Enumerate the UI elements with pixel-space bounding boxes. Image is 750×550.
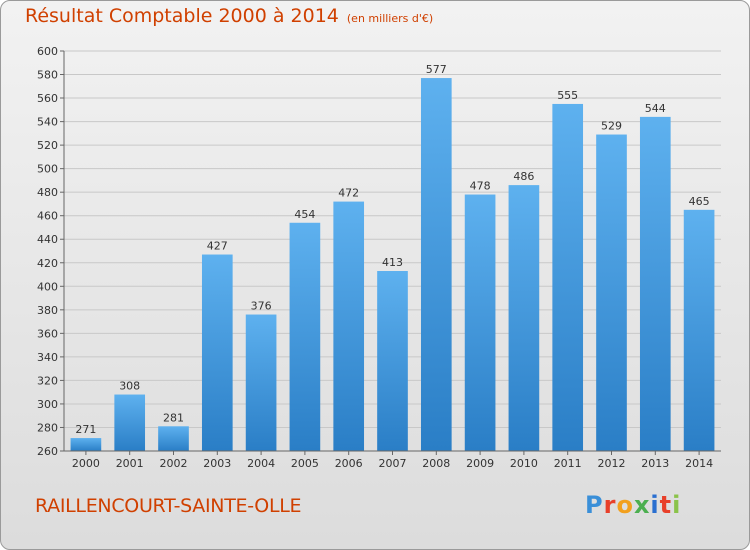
x-tick-label: 2006 <box>335 457 363 470</box>
bar <box>639 116 671 451</box>
commune-name: RAILLENCOURT-SAINTE-OLLE <box>35 495 302 517</box>
data-label: 472 <box>338 187 359 200</box>
y-tick-label: 260 <box>37 445 58 458</box>
x-tick-label: 2000 <box>72 457 100 470</box>
y-tick-label: 540 <box>37 116 58 129</box>
y-tick-label: 300 <box>37 398 58 411</box>
y-tick-label: 520 <box>37 139 58 152</box>
logo-letter: x <box>633 491 651 519</box>
bar <box>552 103 584 452</box>
data-label: 465 <box>689 195 710 208</box>
y-tick-label: 480 <box>37 186 58 199</box>
x-tick-label: 2014 <box>685 457 713 470</box>
y-tick-label: 440 <box>37 233 58 246</box>
bar <box>333 201 365 451</box>
logo-letter: o <box>616 491 634 519</box>
x-tick-label: 2007 <box>379 457 407 470</box>
data-label: 544 <box>645 102 666 115</box>
logo-letter: i <box>650 491 660 519</box>
data-label: 478 <box>470 180 491 193</box>
chart-subtitle: (en milliers d'€) <box>346 12 434 25</box>
y-tick-label: 360 <box>37 327 58 340</box>
data-label: 271 <box>75 423 96 436</box>
y-tick-label: 460 <box>37 210 58 223</box>
axes: 260 280 300 320 340 360 380 400 420 440 460 480 500 5… <box>37 45 721 470</box>
x-tick-label: 2002 <box>160 457 188 470</box>
bar <box>420 78 452 451</box>
bar <box>289 222 321 451</box>
logo-letter: t <box>659 491 673 519</box>
value-labels: 271 308 281 427 376 454 472 413 577 478 486 555 529 5… <box>75 63 709 436</box>
proxiti-logo[interactable]: Proxiti <box>585 491 681 519</box>
data-label: 555 <box>557 89 578 102</box>
data-label: 413 <box>382 256 403 269</box>
y-tick-label: 320 <box>37 374 58 387</box>
x-tick-label: 2013 <box>641 457 669 470</box>
y-tick-label: 280 <box>37 421 58 434</box>
y-tick-label: 340 <box>37 351 58 364</box>
chart-title: Résultat Comptable 2000 à 2014 <box>25 5 339 27</box>
title-row: Résultat Comptable 2000 à 2014 (en millie… <box>25 5 433 27</box>
data-label: 529 <box>601 120 622 133</box>
y-tick-label: 500 <box>37 163 58 176</box>
bar <box>508 185 540 451</box>
bar <box>201 254 233 451</box>
x-tick-label: 2008 <box>422 457 450 470</box>
logo-letter: P <box>585 491 604 519</box>
bar <box>114 394 146 451</box>
data-label: 308 <box>119 380 140 393</box>
y-tick-label: 400 <box>37 280 58 293</box>
data-label: 427 <box>207 240 228 253</box>
data-label: 486 <box>513 170 534 183</box>
y-tick-label: 420 <box>37 257 58 270</box>
x-tick-label: 2004 <box>247 457 275 470</box>
y-tick-label: 560 <box>37 92 58 105</box>
y-tick-label: 380 <box>37 304 58 317</box>
logo-letter: i <box>672 491 682 519</box>
x-tick-label: 2011 <box>554 457 582 470</box>
x-tick-label: 2010 <box>510 457 538 470</box>
bar <box>70 438 102 451</box>
x-tick-label: 2009 <box>466 457 494 470</box>
y-tick-label: 580 <box>37 69 58 82</box>
x-tick-label: 2001 <box>116 457 144 470</box>
bar <box>464 194 496 451</box>
x-tick-label: 2003 <box>203 457 231 470</box>
bar <box>596 134 627 451</box>
data-label: 376 <box>251 300 272 313</box>
bars <box>70 78 715 452</box>
data-label: 281 <box>163 411 184 424</box>
bar <box>683 209 715 451</box>
data-label: 454 <box>294 208 315 221</box>
bar <box>245 314 277 451</box>
y-tick-label: 600 <box>37 45 58 58</box>
logo-letter: r <box>603 491 617 519</box>
bar <box>377 271 408 451</box>
bar <box>158 426 189 451</box>
x-tick-label: 2005 <box>291 457 319 470</box>
data-label: 577 <box>426 63 447 76</box>
x-tick-label: 2012 <box>598 457 626 470</box>
